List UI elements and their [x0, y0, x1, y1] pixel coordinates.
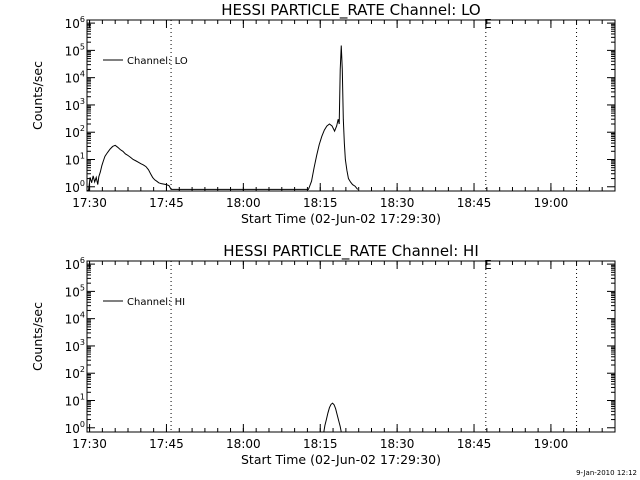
y-axis-label: Counts/sec [30, 61, 45, 130]
legend-entry: Channel: LO [127, 56, 188, 67]
y-tick-label: 102 [65, 124, 85, 140]
edge-marker: E [484, 17, 492, 31]
y-tick-label: 102 [65, 365, 85, 381]
lo-channel-panel: HESSI PARTICLE_RATE Channel: LO Start Ti… [30, 1, 616, 226]
x-tick-label: 18:45 [457, 437, 492, 451]
y-tick-label: 100 [65, 420, 85, 436]
y-tick-label: 100 [65, 179, 85, 195]
y-tick-label: 106 [65, 256, 85, 272]
x-tick-label: 18:00 [226, 437, 261, 451]
x-tick-label: 18:45 [457, 196, 492, 210]
x-axis-label: Start Time (02-Jun-02 17:29:30) [241, 211, 441, 226]
x-tick-label: 18:30 [380, 437, 415, 451]
y-axis-label: Counts/sec [30, 302, 45, 371]
x-tick-label: 19:00 [534, 196, 569, 210]
x-tick-label: 17:45 [149, 196, 184, 210]
y-tick-label: 101 [65, 151, 85, 167]
x-tick-label: 18:00 [226, 196, 261, 210]
edge-marker: E [484, 258, 492, 272]
x-tick-label: 17:30 [72, 196, 107, 210]
y-tick-label: 105 [65, 283, 85, 299]
hi-channel-panel: HESSI PARTICLE_RATE Channel: HI Start Ti… [30, 242, 616, 467]
plot-frame [86, 19, 616, 192]
x-tick-label: 18:15 [303, 437, 338, 451]
legend-entry: Channel: HI [127, 297, 185, 308]
x-tick-label: 18:30 [380, 196, 415, 210]
y-tick-label: 104 [65, 311, 85, 327]
chart-title: HESSI PARTICLE_RATE Channel: LO [221, 1, 480, 20]
x-tick-label: 17:45 [149, 437, 184, 451]
y-tick-label: 101 [65, 392, 85, 408]
y-tick-label: 103 [65, 97, 85, 113]
x-tick-label: 19:00 [534, 437, 569, 451]
y-tick-label: 104 [65, 70, 85, 86]
y-tick-label: 106 [65, 15, 85, 31]
plot-frame [86, 260, 616, 433]
x-tick-label: 17:30 [72, 437, 107, 451]
series-line [323, 402, 342, 433]
timestamp: 9-Jan-2010 12:12 [576, 469, 637, 477]
x-axis-label: Start Time (02-Jun-02 17:29:30) [241, 452, 441, 467]
y-tick-label: 103 [65, 338, 85, 354]
chart-title: HESSI PARTICLE_RATE Channel: HI [223, 242, 479, 261]
y-tick-label: 105 [65, 42, 85, 58]
series-line [86, 45, 359, 192]
x-tick-label: 18:15 [303, 196, 338, 210]
